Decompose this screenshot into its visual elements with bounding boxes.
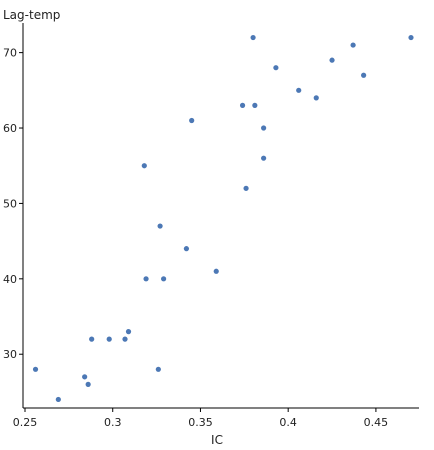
- scatter-point: [243, 185, 249, 191]
- scatter-point: [85, 381, 91, 387]
- scatter-point: [157, 223, 163, 229]
- scatter-point: [361, 72, 367, 78]
- x-tick-label: 0.25: [13, 416, 38, 429]
- y-axis-title: Lag-temp: [3, 8, 60, 22]
- scatter-point: [106, 336, 112, 342]
- y-tick-label: 60: [3, 122, 17, 135]
- y-tick-label: 50: [3, 197, 17, 210]
- scatter-point: [252, 102, 258, 108]
- scatter-point: [89, 336, 95, 342]
- y-tick-label: 30: [3, 348, 17, 361]
- scatter-point: [261, 155, 267, 161]
- scatter-point: [408, 34, 414, 41]
- scatter-point: [213, 268, 219, 274]
- scatter-point: [250, 34, 256, 41]
- x-tick-label: 0.35: [188, 416, 213, 429]
- x-tick-label: 0.3: [104, 416, 122, 429]
- scatter-point: [329, 57, 335, 63]
- scatter-point: [350, 42, 356, 48]
- scatter-point: [143, 276, 149, 282]
- x-axis-title: IC: [211, 433, 223, 447]
- y-tick-label: 40: [3, 273, 17, 286]
- x-tick-label: 0.45: [364, 416, 389, 429]
- x-tick-label: 0.4: [279, 416, 297, 429]
- scatter-point: [273, 65, 279, 71]
- y-tick-label: 70: [3, 47, 17, 60]
- scatter-point: [239, 102, 246, 108]
- scatter-point: [82, 374, 88, 380]
- scatter-point: [189, 117, 195, 124]
- scatter-point: [32, 366, 39, 372]
- scatter-point: [313, 95, 319, 101]
- scatter-point: [125, 329, 132, 335]
- scatter-point: [261, 125, 267, 131]
- x-axis-ticks: 0.25 0.3 0.35 0.4 0.45: [13, 408, 388, 429]
- scatter-point: [161, 276, 167, 282]
- scatter-point: [183, 246, 190, 252]
- scatter-point: [296, 87, 302, 93]
- data-points: [32, 34, 414, 403]
- scatter-point: [122, 336, 128, 342]
- scatter-point: [55, 396, 61, 403]
- y-axis-ticks: 30 40 50 60 70: [3, 47, 23, 361]
- scatter-point: [155, 366, 161, 372]
- scatter-point: [141, 163, 147, 169]
